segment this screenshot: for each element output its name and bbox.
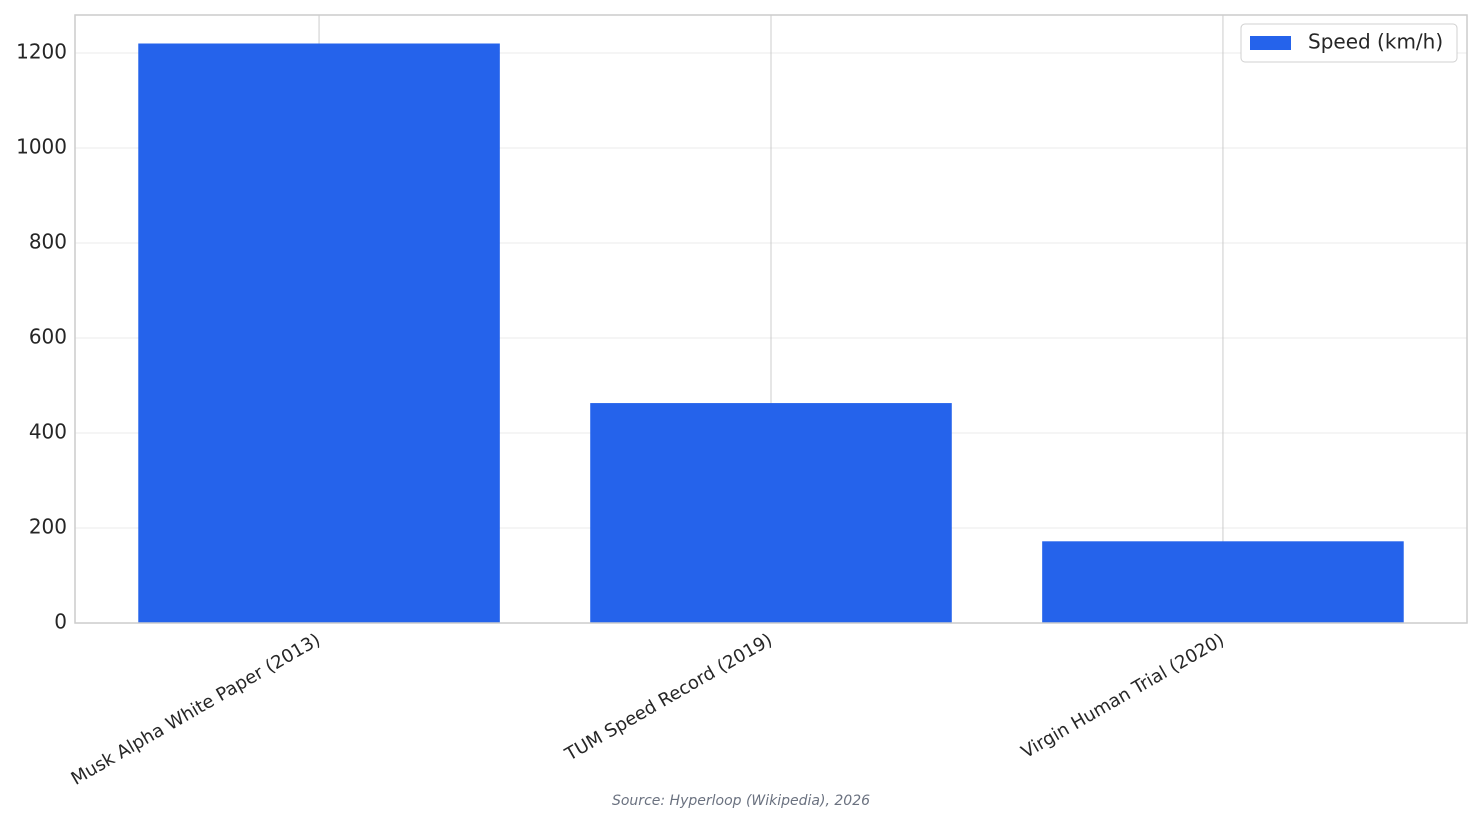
x-tick-label: TUM Speed Record (2019) (561, 629, 776, 765)
x-tick-label: Musk Alpha White Paper (2013) (68, 629, 324, 789)
bar (590, 403, 952, 623)
y-tick-label: 1000 (16, 135, 67, 159)
bar (138, 43, 500, 623)
source-note: Source: Hyperloop (Wikipedia), 2026 (612, 793, 870, 809)
legend-swatch (1250, 36, 1291, 50)
y-tick-label: 0 (54, 610, 67, 634)
y-tick-label: 200 (29, 515, 67, 539)
x-tick-label: Virgin Human Trial (2020) (1018, 629, 1228, 762)
legend-box (1240, 23, 1458, 63)
y-tick-label: 1200 (16, 40, 67, 64)
y-tick-label: 600 (29, 325, 67, 349)
bar (1042, 541, 1404, 623)
y-tick-label: 800 (29, 230, 67, 254)
legend-label: Speed (km/h) (1308, 30, 1443, 54)
y-tick-label: 400 (29, 420, 67, 444)
plot-frame (74, 14, 1468, 624)
